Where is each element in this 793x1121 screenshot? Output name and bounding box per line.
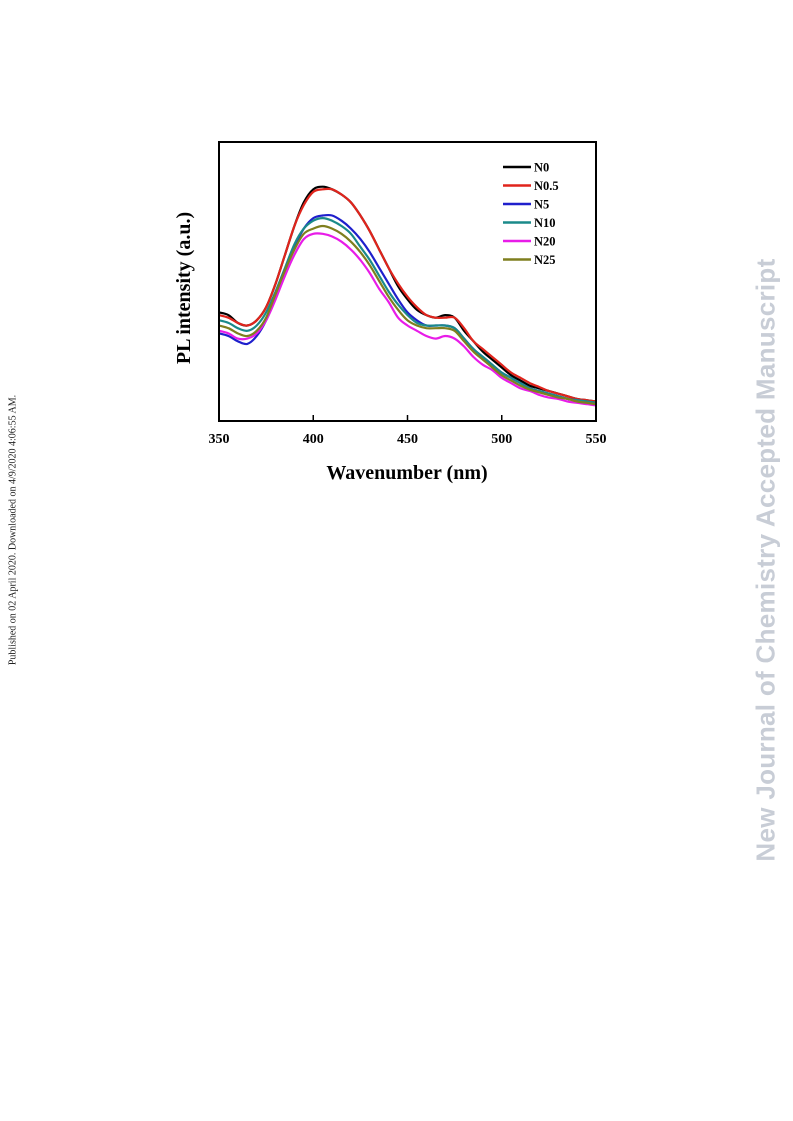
x-tick-label: 450 [397,432,418,447]
pl-spectrum-chart: 350 400 450 500 550 Wavenumber (nm) PL inten… [173,141,607,484]
legend-label: N5 [534,198,549,212]
series-line-n0-5 [218,187,597,403]
y-axis-title: PL intensity (a.u.) [173,212,195,364]
legend-label: N0 [534,161,549,175]
x-axis-ticks: 350 400 450 500 550 [209,415,607,447]
x-tick-label: 500 [491,432,512,447]
series-line-n25 [218,224,597,406]
legend-label: N20 [534,235,556,249]
x-tick-label: 350 [209,432,230,447]
legend-label: N25 [534,253,556,267]
legend: N0 N0.5 N5 N10 N20 N25 [503,161,559,267]
series-line-n20 [218,232,597,407]
x-tick-label: 550 [586,432,607,447]
x-axis-title: Wavenumber (nm) [326,462,487,484]
legend-label: N0.5 [534,179,559,193]
series-layer [218,185,597,407]
legend-label: N10 [534,216,556,230]
x-tick-label: 400 [303,432,324,447]
